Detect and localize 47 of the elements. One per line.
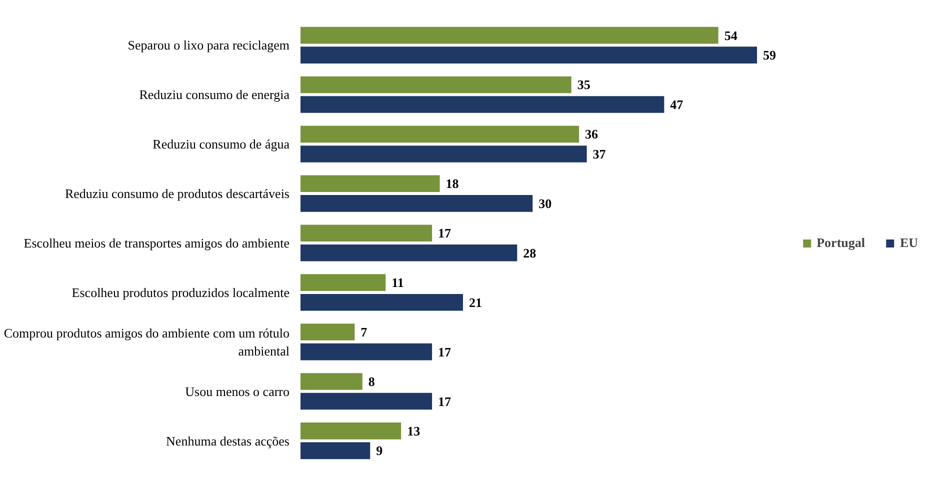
data-label: 11	[392, 275, 404, 290]
bar	[300, 343, 432, 360]
data-label: 47	[670, 97, 684, 112]
bar	[300, 224, 432, 242]
data-label: 35	[577, 77, 591, 92]
bar	[300, 373, 362, 390]
bar	[300, 126, 580, 143]
y-tick-label: Reduziu consumo de energia	[139, 87, 290, 102]
bar	[300, 294, 463, 311]
bar	[300, 274, 386, 291]
y-tick-label: Reduziu consumo de água	[152, 136, 290, 152]
legend-label: Portugal	[816, 234, 865, 250]
bar	[300, 26, 718, 44]
bar	[300, 422, 402, 440]
bar	[300, 96, 664, 113]
bar	[300, 76, 572, 94]
legend-label: EU	[900, 234, 920, 250]
data-label: 17	[438, 394, 452, 409]
data-label: 8	[368, 374, 376, 389]
bar	[300, 175, 440, 192]
data-label: 37	[592, 146, 606, 162]
data-label: 9	[376, 443, 384, 458]
y-tick-label: Escolheu produtos produzidos localmente	[72, 284, 290, 300]
data-label: 30	[538, 196, 552, 211]
y-tick-label: Usou menos o carro	[185, 384, 290, 399]
bar	[300, 324, 355, 340]
bar	[300, 244, 518, 262]
y-tick-label: Escolheu meios de transportes amigos do ambiente	[24, 236, 290, 250]
y-tick-label: Separou o lixo para reciclagem	[128, 38, 290, 53]
bar	[300, 46, 758, 64]
data-label: 18	[446, 176, 460, 192]
data-label: 28	[523, 245, 537, 260]
data-label: 13	[407, 423, 421, 438]
bar	[300, 146, 587, 162]
bar	[300, 442, 370, 460]
y-tick-label: Nenhuma destas acções	[166, 433, 290, 448]
bar	[300, 392, 432, 410]
y-tick-label: Comprou produtos amigos do ambiente com um rótulo ambiental	[4, 325, 290, 358]
bar	[300, 195, 533, 212]
data-label: 21	[468, 294, 482, 310]
data-label: 17	[438, 344, 452, 360]
data-label: 17	[438, 226, 452, 241]
data-label: 59	[763, 48, 777, 63]
data-label: 36	[585, 126, 599, 142]
data-label: 7	[360, 324, 368, 340]
data-label: 54	[724, 28, 738, 43]
y-tick-label: Reduziu consumo de produtos descartáveis	[64, 186, 290, 202]
